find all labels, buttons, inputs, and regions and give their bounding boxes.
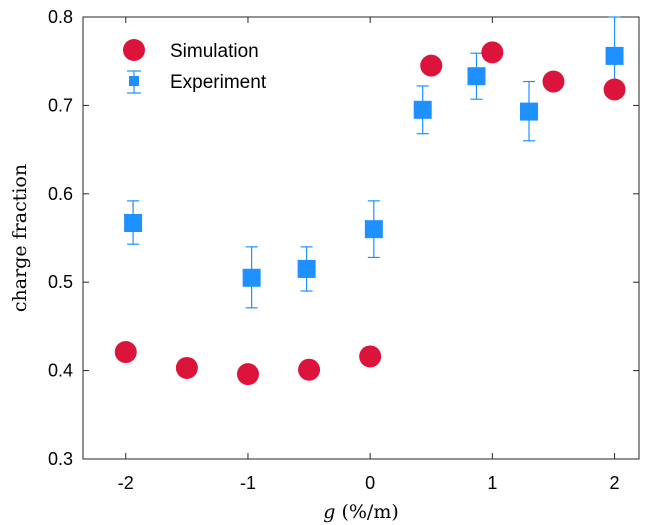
simulation-point bbox=[359, 345, 382, 368]
simulation-point bbox=[175, 356, 198, 379]
simulation-point bbox=[236, 363, 259, 386]
legend-experiment-marker bbox=[129, 76, 139, 86]
x-tick-label: 0 bbox=[365, 473, 375, 493]
y-axis-label: charge fraction bbox=[9, 164, 31, 312]
experiment-point bbox=[242, 268, 261, 287]
simulation-point bbox=[481, 41, 504, 64]
y-tick-label: 0.8 bbox=[48, 7, 73, 27]
experiment-point bbox=[297, 259, 316, 278]
legend-simulation-label: Simulation bbox=[170, 41, 259, 62]
experiment-point bbox=[413, 100, 432, 119]
simulation-point bbox=[298, 358, 321, 381]
plot-area bbox=[114, 16, 626, 386]
x-tick-label: -1 bbox=[240, 473, 256, 493]
simulation-point bbox=[420, 54, 443, 77]
legend: Simulation Experiment bbox=[123, 39, 267, 94]
y-tick-label: 0.5 bbox=[48, 272, 73, 292]
x-tick-label: 2 bbox=[610, 473, 620, 493]
legend-simulation-marker bbox=[123, 39, 145, 61]
y-tick-label: 0.7 bbox=[48, 95, 73, 115]
experiment-point bbox=[364, 220, 383, 239]
y-tick-label: 0.4 bbox=[48, 361, 73, 381]
experiment-point bbox=[467, 67, 486, 86]
x-tick-label: -2 bbox=[118, 473, 134, 493]
simulation-point bbox=[114, 341, 137, 364]
simulation-point bbox=[603, 78, 626, 101]
y-tick-label: 0.3 bbox=[48, 449, 73, 469]
plot-frame bbox=[82, 16, 640, 460]
y-axis: 0.3 0.4 0.5 0.6 0.7 0.8 bbox=[48, 7, 639, 469]
x-axis-label: g (%/m) bbox=[323, 501, 399, 523]
experiment-point bbox=[124, 213, 143, 232]
experiment-point bbox=[605, 46, 624, 65]
svg-text:charge fraction: charge fraction bbox=[9, 164, 31, 312]
y-tick-label: 0.6 bbox=[48, 184, 73, 204]
x-tick-label: 1 bbox=[487, 473, 497, 493]
legend-experiment-label: Experiment bbox=[170, 72, 267, 93]
simulation-point bbox=[542, 70, 565, 93]
x-axis: -2 -1 0 1 2 bbox=[118, 17, 620, 493]
experiment-point bbox=[520, 102, 539, 121]
